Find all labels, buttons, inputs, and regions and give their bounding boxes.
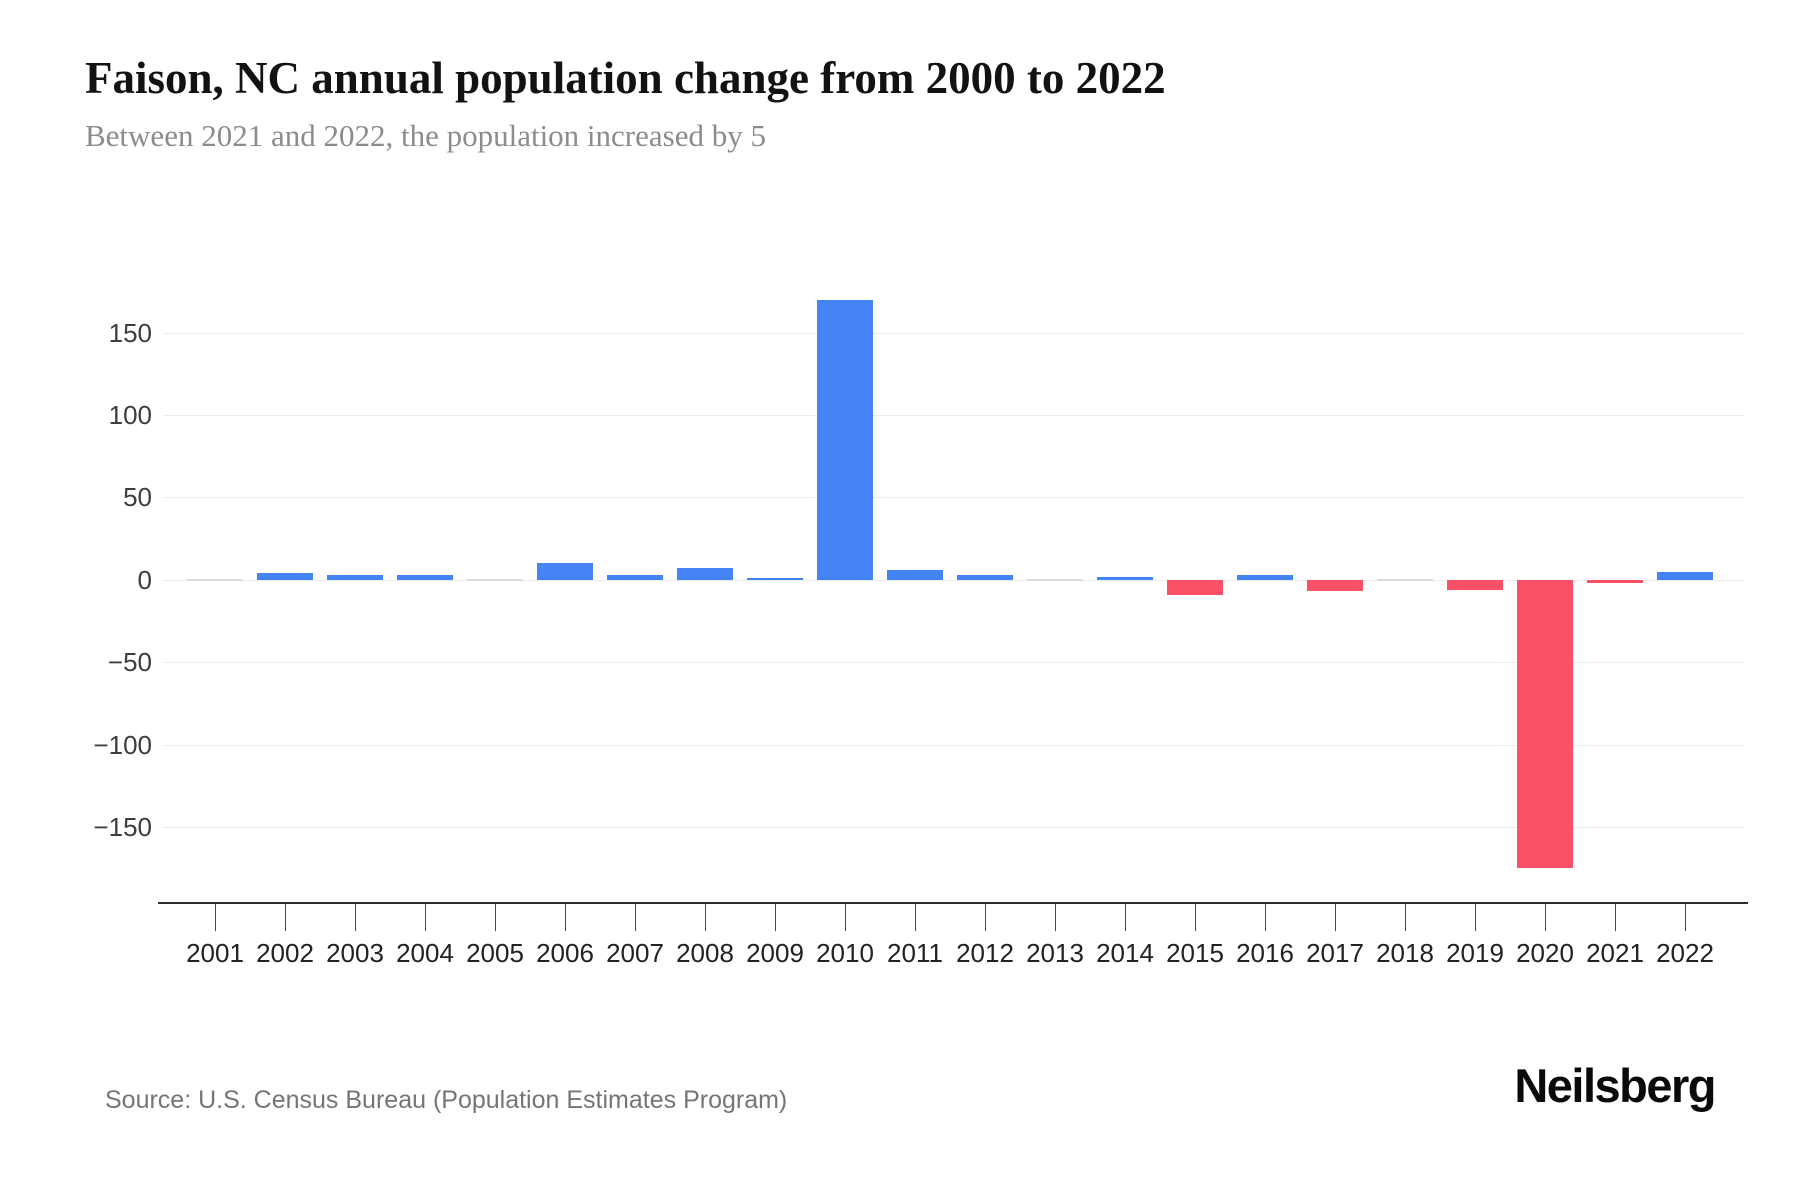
gridline <box>163 662 1745 664</box>
x-axis-tick <box>705 904 706 931</box>
brand-logo: Neilsberg <box>1514 1059 1716 1112</box>
x-axis-tick <box>425 904 426 931</box>
x-axis-label: 2008 <box>676 938 734 968</box>
x-axis-label: 2017 <box>1306 938 1364 968</box>
x-axis-tick <box>1685 904 1686 931</box>
bar-2002[interactable] <box>257 573 313 580</box>
x-axis-label: 2010 <box>816 938 874 968</box>
x-axis-tick <box>285 904 286 931</box>
x-axis-label: 2004 <box>396 938 454 968</box>
bar-2013[interactable] <box>1027 578 1083 581</box>
bar-2005[interactable] <box>467 578 523 581</box>
bar-2011[interactable] <box>887 569 943 580</box>
bar-2018[interactable] <box>1377 578 1433 581</box>
x-axis-tick <box>1545 904 1546 931</box>
bar-2017[interactable] <box>1307 579 1363 592</box>
bar-2006[interactable] <box>537 563 593 580</box>
x-axis-tick <box>985 904 986 931</box>
x-axis-tick <box>1615 904 1616 931</box>
x-axis-label: 2012 <box>956 938 1014 968</box>
x-axis-tick <box>1055 904 1056 931</box>
y-axis-label: −50 <box>107 647 152 678</box>
bar-2003[interactable] <box>327 574 383 580</box>
x-axis-label: 2015 <box>1166 938 1224 968</box>
gridline <box>163 744 1745 746</box>
bar-2004[interactable] <box>397 574 453 580</box>
x-axis-label: 2001 <box>186 938 244 968</box>
gridline <box>163 414 1745 416</box>
y-axis-label: 100 <box>108 399 152 430</box>
x-axis-label: 2003 <box>326 938 384 968</box>
y-axis-label: −150 <box>93 812 152 843</box>
x-axis-label: 2021 <box>1586 938 1644 968</box>
bar-2019[interactable] <box>1447 579 1503 590</box>
x-axis-label: 2019 <box>1446 938 1504 968</box>
x-axis-label: 2011 <box>887 938 943 968</box>
x-axis-tick <box>1475 904 1476 931</box>
bar-2007[interactable] <box>607 574 663 580</box>
x-axis-tick <box>845 904 846 931</box>
source-note: Source: U.S. Census Bureau (Population E… <box>105 1086 788 1114</box>
x-axis-label: 2016 <box>1236 938 1294 968</box>
bar-2009[interactable] <box>747 578 803 580</box>
bar-2020[interactable] <box>1517 579 1573 869</box>
chart-title: Faison, NC annual population change from… <box>85 53 1166 103</box>
x-axis-label: 2014 <box>1096 938 1154 968</box>
x-axis-tick <box>355 904 356 931</box>
x-axis-tick <box>635 904 636 931</box>
bar-2010[interactable] <box>817 299 873 580</box>
gridline <box>163 827 1745 829</box>
gridline <box>163 497 1745 499</box>
x-axis-label: 2002 <box>256 938 314 968</box>
y-axis-label: 150 <box>108 317 152 348</box>
plot-area <box>163 260 1745 903</box>
x-axis-label: 2007 <box>606 938 664 968</box>
y-axis-label: 0 <box>137 564 152 595</box>
bar-2008[interactable] <box>677 568 733 580</box>
bar-2021[interactable] <box>1587 579 1643 584</box>
x-axis-tick <box>915 904 916 931</box>
y-axis-label: 50 <box>123 482 152 513</box>
x-axis-label: 2013 <box>1026 938 1084 968</box>
x-axis-label: 2018 <box>1376 938 1434 968</box>
gridline <box>163 579 1745 581</box>
x-axis-tick <box>1405 904 1406 931</box>
x-axis-tick <box>495 904 496 931</box>
x-axis-label: 2005 <box>466 938 524 968</box>
x-axis-tick <box>565 904 566 931</box>
bar-2022[interactable] <box>1657 571 1713 580</box>
x-axis-tick <box>775 904 776 931</box>
bar-2012[interactable] <box>957 574 1013 580</box>
bar-2016[interactable] <box>1237 574 1293 580</box>
x-axis-tick <box>1195 904 1196 931</box>
x-axis-label: 2009 <box>746 938 804 968</box>
gridline <box>163 332 1745 334</box>
x-axis-label: 2022 <box>1656 938 1714 968</box>
bar-2015[interactable] <box>1167 579 1223 595</box>
x-axis-tick <box>1265 904 1266 931</box>
x-axis-label: 2006 <box>536 938 594 968</box>
x-axis-tick <box>1335 904 1336 931</box>
bar-2014[interactable] <box>1097 576 1153 580</box>
x-axis-line <box>158 902 1748 904</box>
chart-subtitle: Between 2021 and 2022, the population in… <box>85 118 766 153</box>
x-axis-label: 2020 <box>1516 938 1574 968</box>
bar-2001[interactable] <box>187 578 243 581</box>
x-axis-tick <box>1125 904 1126 931</box>
x-axis-tick <box>215 904 216 931</box>
y-axis-label: −100 <box>93 729 152 760</box>
